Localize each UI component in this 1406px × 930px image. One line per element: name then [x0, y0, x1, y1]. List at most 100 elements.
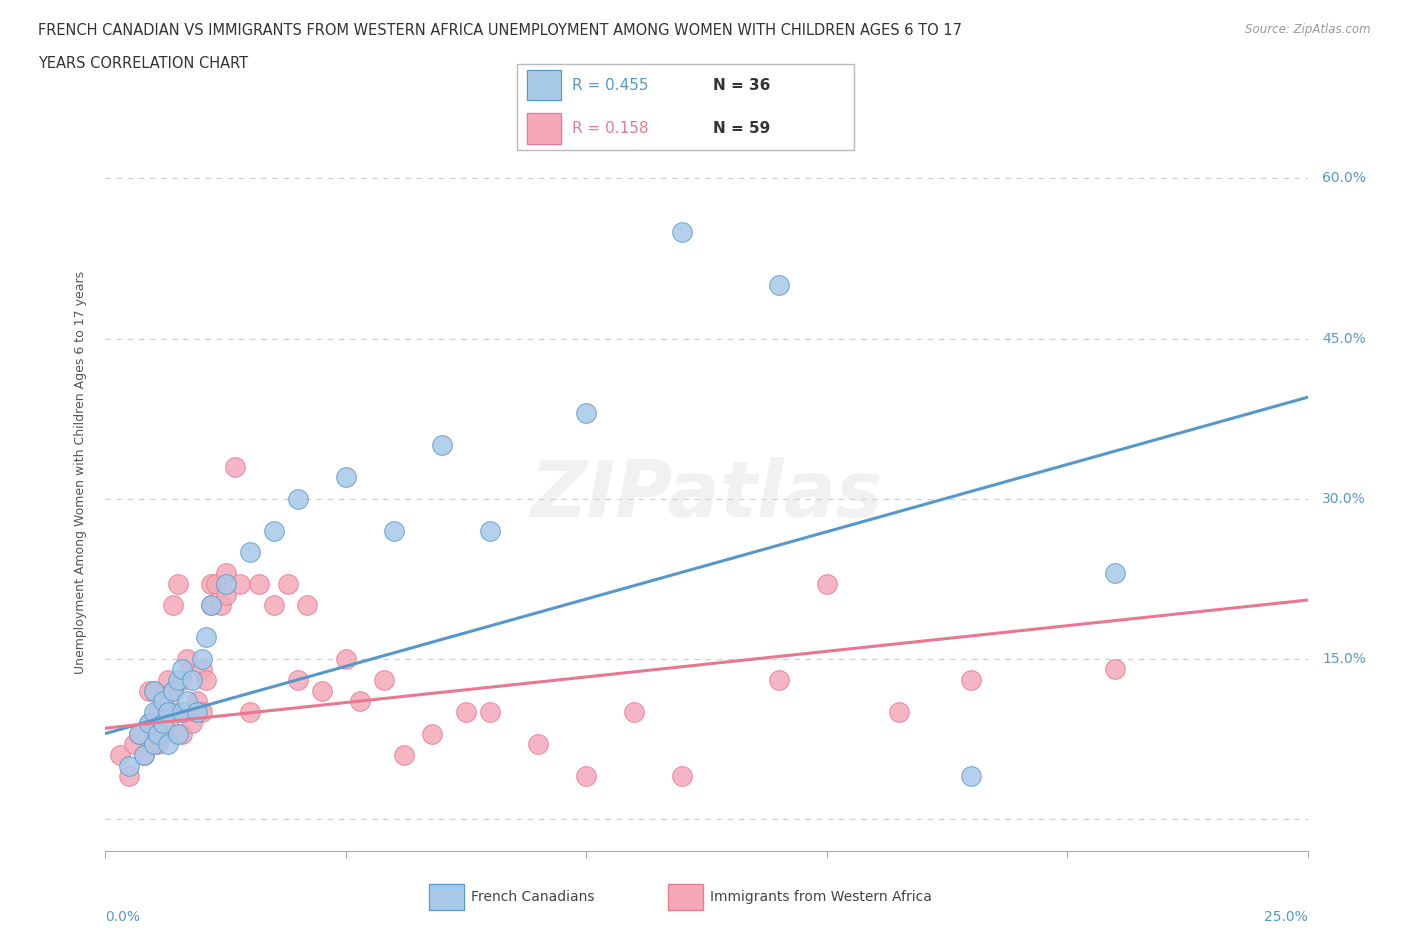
Point	[142, 684, 165, 698]
Point	[138, 684, 160, 698]
Point	[152, 694, 174, 709]
Point	[239, 545, 262, 560]
Point	[373, 672, 395, 687]
Point	[247, 577, 270, 591]
Point	[190, 662, 212, 677]
Point	[186, 694, 208, 709]
Point	[671, 769, 693, 784]
Point	[815, 577, 838, 591]
Text: 45.0%: 45.0%	[1322, 331, 1365, 346]
Text: 0.0%: 0.0%	[105, 910, 141, 923]
Point	[190, 705, 212, 720]
Point	[214, 588, 236, 603]
Point	[214, 566, 236, 581]
Point	[239, 705, 262, 720]
Point	[277, 577, 299, 591]
Point	[162, 684, 184, 698]
Text: R = 0.455: R = 0.455	[572, 77, 648, 93]
Point	[960, 769, 983, 784]
Point	[181, 672, 204, 687]
Point	[162, 684, 184, 698]
Point	[209, 598, 232, 613]
Point	[172, 726, 194, 741]
Point	[575, 405, 598, 420]
Text: Immigrants from Western Africa: Immigrants from Western Africa	[710, 890, 932, 905]
Point	[142, 684, 165, 698]
Point	[142, 737, 165, 751]
Point	[422, 726, 444, 741]
Point	[454, 705, 477, 720]
Point	[671, 224, 693, 239]
Point	[148, 705, 170, 720]
Point	[152, 726, 174, 741]
Text: FRENCH CANADIAN VS IMMIGRANTS FROM WESTERN AFRICA UNEMPLOYMENT AMONG WOMEN WITH : FRENCH CANADIAN VS IMMIGRANTS FROM WESTE…	[38, 23, 962, 38]
Point	[195, 630, 218, 644]
Point	[392, 748, 415, 763]
Point	[152, 694, 174, 709]
Point	[479, 705, 502, 720]
Point	[382, 524, 405, 538]
Point	[124, 737, 146, 751]
Point	[200, 598, 222, 613]
Point	[166, 672, 188, 687]
Point	[527, 737, 550, 751]
Point	[172, 662, 194, 677]
Point	[138, 715, 160, 730]
Point	[623, 705, 645, 720]
Point	[287, 491, 309, 506]
Point	[575, 769, 598, 784]
Text: N = 59: N = 59	[713, 121, 770, 137]
Point	[181, 715, 204, 730]
Point	[142, 726, 165, 741]
Point	[156, 672, 179, 687]
Point	[148, 737, 170, 751]
Point	[108, 748, 131, 763]
Point	[768, 278, 790, 293]
Point	[479, 524, 502, 538]
Y-axis label: Unemployment Among Women with Children Ages 6 to 17 years: Unemployment Among Women with Children A…	[75, 271, 87, 673]
Point	[132, 748, 155, 763]
Point	[176, 694, 198, 709]
Point	[200, 598, 222, 613]
Bar	[527, 113, 561, 144]
Point	[311, 684, 333, 698]
Point	[166, 726, 188, 741]
Point	[214, 577, 236, 591]
Text: R = 0.158: R = 0.158	[572, 121, 648, 137]
Point	[172, 705, 194, 720]
Point	[297, 598, 319, 613]
Text: 60.0%: 60.0%	[1322, 171, 1365, 185]
Point	[132, 748, 155, 763]
FancyBboxPatch shape	[516, 64, 855, 150]
Point	[349, 694, 371, 709]
Point	[176, 651, 198, 666]
Point	[768, 672, 790, 687]
Bar	[527, 70, 561, 100]
Text: Source: ZipAtlas.com: Source: ZipAtlas.com	[1246, 23, 1371, 36]
Text: French Canadians: French Canadians	[471, 890, 595, 905]
Text: 25.0%: 25.0%	[1264, 910, 1308, 923]
Point	[156, 715, 179, 730]
Point	[156, 705, 179, 720]
Point	[224, 459, 246, 474]
Point	[190, 651, 212, 666]
Point	[335, 651, 357, 666]
Point	[263, 524, 285, 538]
Text: YEARS CORRELATION CHART: YEARS CORRELATION CHART	[38, 56, 247, 71]
Point	[166, 577, 188, 591]
Point	[229, 577, 252, 591]
Point	[287, 672, 309, 687]
Point	[166, 705, 188, 720]
Point	[430, 438, 453, 453]
Point	[142, 705, 165, 720]
Bar	[527, 113, 561, 144]
Point	[162, 598, 184, 613]
Point	[195, 672, 218, 687]
Point	[148, 726, 170, 741]
Point	[263, 598, 285, 613]
Point	[200, 577, 222, 591]
Point	[152, 715, 174, 730]
Point	[138, 715, 160, 730]
Point	[118, 769, 141, 784]
Text: 15.0%: 15.0%	[1322, 652, 1365, 666]
